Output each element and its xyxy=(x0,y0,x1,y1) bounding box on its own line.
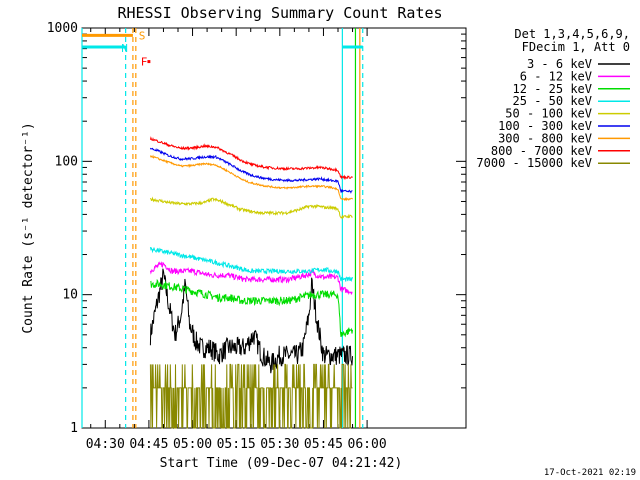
saa-label: S xyxy=(139,29,146,42)
y-tick-label: 1000 xyxy=(47,21,78,36)
series-line-6 xyxy=(149,147,353,194)
x-tick-label: 05:45 xyxy=(304,437,343,452)
series-line-4 xyxy=(149,246,353,283)
x-tick-label: 05:15 xyxy=(217,437,256,452)
legend-header-line-2: FDecim 1, Att 0 xyxy=(522,40,630,54)
x-tick-label: 06:00 xyxy=(348,437,387,452)
legend-label: 100 - 300 keV xyxy=(498,119,592,133)
series-group xyxy=(149,136,353,429)
observing-flags: SNF xyxy=(81,28,364,428)
legend-header-line-1: Det 1,3,4,5,6,9, xyxy=(514,27,630,41)
series-line-7 xyxy=(149,154,353,202)
x-tick-label: 04:45 xyxy=(129,437,168,452)
legend-label: 800 - 7000 keV xyxy=(491,144,592,158)
legend-label: 50 - 100 keV xyxy=(505,107,592,121)
x-axis: 04:30 04:45 05:00 05:15 05:30 05:45 06:00 xyxy=(86,28,387,452)
series-line-8 xyxy=(149,136,353,181)
series-line-9 xyxy=(149,363,353,429)
y-tick-label: 100 xyxy=(55,154,78,169)
night-label: N xyxy=(121,42,128,55)
series-line-2 xyxy=(149,261,353,295)
legend-label: 3 - 6 keV xyxy=(527,57,592,71)
legend-label: 25 - 50 keV xyxy=(513,94,592,108)
series-line-5 xyxy=(149,196,353,220)
timestamp: 17-Oct-2021 02:19 xyxy=(544,468,636,478)
series-line-3 xyxy=(150,278,353,338)
x-tick-label: 05:30 xyxy=(260,437,299,452)
flare-label: F xyxy=(141,56,148,69)
y-axis: 1 10 100 1000 xyxy=(47,21,466,436)
y-axis-label: Count Rate (s⁻¹ detector⁻¹) xyxy=(21,122,36,333)
x-tick-label: 04:30 xyxy=(86,437,125,452)
x-axis-label: Start Time (09-Dec-07 04:21:42) xyxy=(160,456,403,471)
legend-label: 7000 - 15000 keV xyxy=(476,156,592,170)
x-tick-label: 05:00 xyxy=(173,437,212,452)
chart-title: RHESSI Observing Summary Count Rates xyxy=(117,4,442,22)
y-tick-label: 10 xyxy=(62,288,78,303)
legend-label: 12 - 25 keV xyxy=(513,82,592,96)
legend-label: 300 - 800 keV xyxy=(498,131,592,145)
legend: Det 1,3,4,5,6,9, FDecim 1, Att 0 3 - 6 k… xyxy=(476,27,630,170)
legend-label: 6 - 12 keV xyxy=(520,69,592,83)
y-tick-label: 1 xyxy=(70,421,78,436)
